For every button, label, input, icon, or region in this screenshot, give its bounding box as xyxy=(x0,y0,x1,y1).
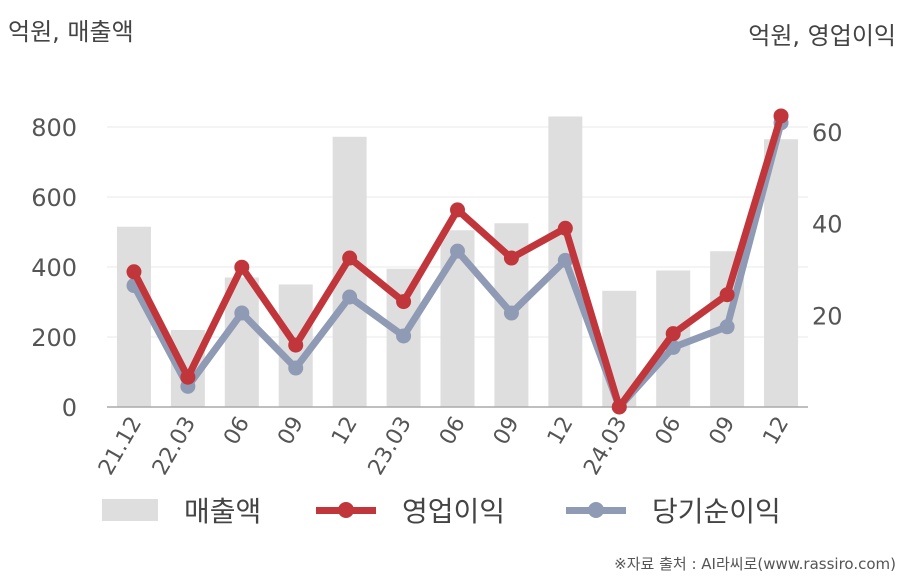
sales-bars xyxy=(116,116,799,408)
legend-item-net: 당기순이익 xyxy=(566,490,781,530)
net-income-point xyxy=(503,305,519,321)
net-income-point xyxy=(396,328,412,344)
sales-bar xyxy=(224,277,259,407)
category-label: 23.03 xyxy=(364,413,417,480)
right-tick-label: 40 xyxy=(812,211,843,239)
legend-item-sales: 매출액 xyxy=(102,490,261,530)
source-note: ※자료 출처 : AI라씨로(www.rassiro.com) xyxy=(614,555,896,573)
operating-profit-point xyxy=(342,250,358,266)
net-income-point xyxy=(719,319,735,335)
category-label: 09 xyxy=(705,413,741,450)
operating-profit-point xyxy=(450,202,465,218)
legend-swatch-sales xyxy=(102,499,158,521)
operating-profit-point xyxy=(180,369,196,385)
sales-bar xyxy=(764,139,799,407)
left-tick-label: 600 xyxy=(31,184,77,212)
category-label: 24.03 xyxy=(579,413,632,480)
operating-profit-point xyxy=(665,326,681,342)
category-label: 09 xyxy=(273,413,309,450)
category-label: 09 xyxy=(489,413,525,450)
left-axis-unit: 억원, 매출액 xyxy=(8,18,134,46)
net-income-point xyxy=(234,305,250,321)
operating-profit-point xyxy=(719,287,735,303)
operating-profit-point xyxy=(234,259,250,275)
left-tick-label: 400 xyxy=(31,254,77,282)
operating-profit-point xyxy=(503,250,519,266)
legend-swatch-operating xyxy=(316,499,376,521)
operating-profit-point xyxy=(288,337,304,353)
right-tick-label: 20 xyxy=(812,302,843,330)
category-label: 12 xyxy=(327,413,363,450)
right-axis-unit: 억원, 영업이익 xyxy=(748,22,896,50)
net-income-point xyxy=(450,243,465,259)
category-label: 21.12 xyxy=(94,413,147,480)
legend-item-operating: 영업이익 xyxy=(316,490,505,530)
net-income-point xyxy=(288,360,304,376)
category-label: 06 xyxy=(651,413,687,450)
category-label: 06 xyxy=(219,413,255,450)
operating-profit-point xyxy=(611,399,627,415)
left-tick-label: 800 xyxy=(31,114,77,142)
operating-profit-point xyxy=(396,294,412,310)
legend-swatch-net xyxy=(566,499,626,521)
category-label: 06 xyxy=(435,413,471,450)
net-income-point xyxy=(342,289,358,305)
legend-label-net: 당기순이익 xyxy=(652,495,781,528)
legend-label-sales: 매출액 xyxy=(184,495,262,528)
profit-lines xyxy=(126,108,789,415)
operating-profit-point xyxy=(126,264,142,280)
operating-profit-point xyxy=(557,220,573,236)
right-tick-label: 60 xyxy=(812,119,843,147)
legend-label-operating: 영업이익 xyxy=(402,495,506,528)
sales-bar xyxy=(116,226,151,407)
left-tick-label: 0 xyxy=(62,394,77,422)
operating-profit-point xyxy=(773,108,789,124)
category-label: 12 xyxy=(543,413,579,450)
left-tick-label: 200 xyxy=(31,324,77,352)
category-label: 22.03 xyxy=(148,413,201,480)
net-income-point xyxy=(557,252,573,268)
category-label: 12 xyxy=(759,413,795,450)
